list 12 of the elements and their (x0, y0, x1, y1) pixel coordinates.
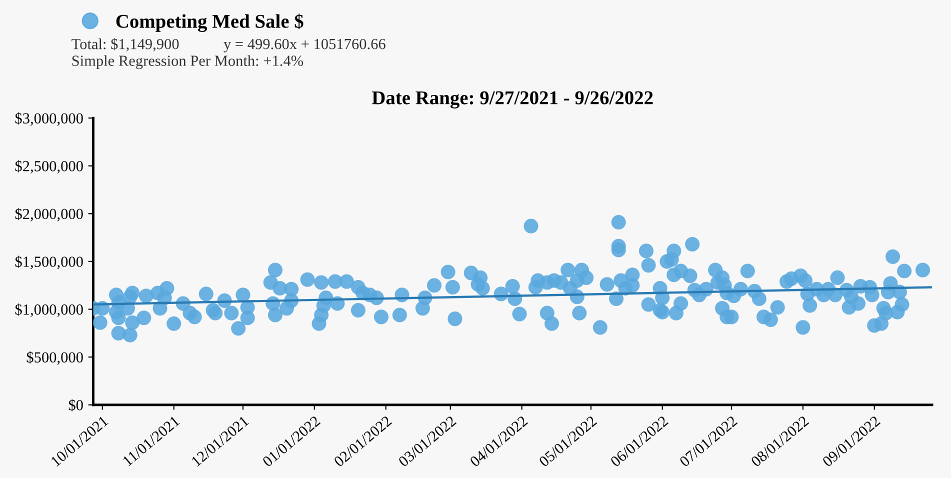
y-tick-label: $3,000,000 (15, 112, 83, 126)
legend-label: Competing Med Sale $ (116, 14, 304, 32)
text: Simple Regression Per Month: +1.4% (72, 55, 304, 70)
y-tick-label: $2,000,000 (15, 208, 83, 222)
text: Total: $1,149,900 (72, 38, 179, 52)
text: y = 499.60x + 1051760.66 (224, 38, 386, 52)
y-tick-label: $0 (68, 399, 83, 412)
y-tick-label: $500,000 (26, 351, 83, 365)
y-tick-label: $1,500,000 (15, 256, 83, 270)
chart-title: Date Range: 9/27/2021 - 9/26/2022 (372, 91, 653, 108)
y-tick-label: $1,000,000 (15, 304, 83, 317)
y-tick-label: $2,500,000 (15, 160, 83, 174)
